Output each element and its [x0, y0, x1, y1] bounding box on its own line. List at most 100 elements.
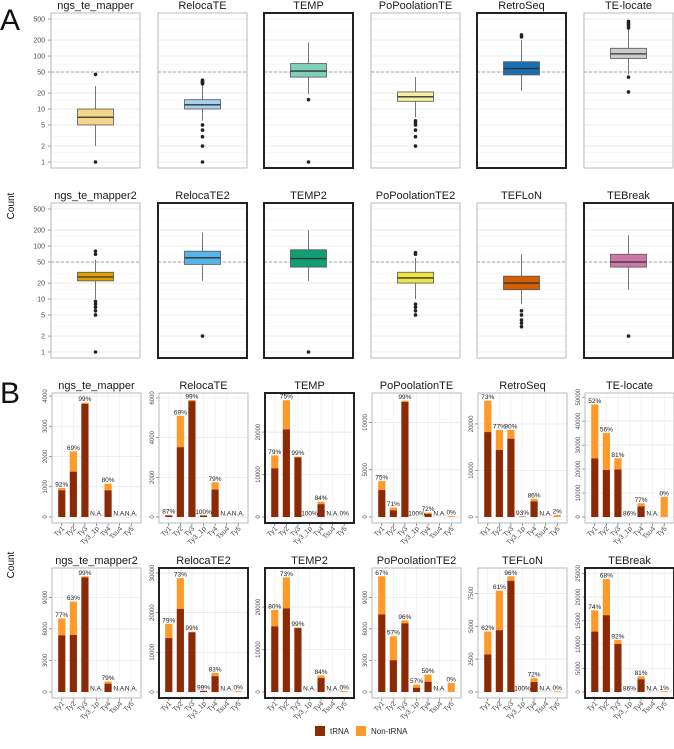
- bar-trna: [603, 470, 610, 517]
- boxplot-panel: RelocaTE2: [158, 190, 247, 358]
- bar-trna: [507, 581, 514, 692]
- y-tick-label: 0: [576, 690, 582, 694]
- y-tick-label: 20: [37, 91, 45, 98]
- panel-title: TE-locate: [606, 380, 653, 392]
- x-tick-label: Ty5: [549, 525, 562, 538]
- outlier-point: [520, 33, 524, 37]
- bar-percent-label: N.A.: [539, 686, 552, 693]
- bar-percent-label: 69%: [174, 409, 187, 416]
- panel-title: PoPoolationTE: [379, 0, 452, 12]
- y-tick-label: 0: [256, 515, 262, 519]
- y-tick-label: 0: [256, 690, 262, 694]
- y-tick-label: 6000: [363, 622, 369, 636]
- x-tick-label: Ty5: [123, 525, 136, 538]
- bar-percent-label: 90%: [504, 423, 517, 430]
- bar-percent-label: 80%: [102, 477, 115, 484]
- y-tick-label: 1: [41, 160, 45, 167]
- y-tick-label: 100: [33, 54, 45, 61]
- y-axis-label-a: Count: [6, 192, 17, 219]
- boxplot-panel: TEBreak: [584, 190, 673, 358]
- bar-percent-label: 87%: [162, 509, 175, 516]
- y-tick-label: 10000: [576, 636, 582, 653]
- bar-percent-label: N.A.: [125, 686, 138, 693]
- bar-trna: [294, 628, 301, 692]
- x-tick-label: Ty2: [385, 700, 398, 713]
- bar-non-trna: [496, 591, 503, 630]
- bar-non-trna: [424, 675, 431, 682]
- y-tick-label: 15000: [576, 612, 582, 629]
- bar-non-trna: [448, 683, 455, 692]
- bar-percent-label: N.A.: [433, 686, 446, 693]
- y-tick-label: 2: [41, 334, 45, 341]
- outlier-point: [94, 313, 98, 317]
- y-tick-label: 6000: [43, 622, 49, 636]
- y-tick-label: 5: [41, 312, 45, 319]
- panel-title: RelocaTE: [179, 380, 227, 392]
- outlier-point: [201, 123, 205, 127]
- bar-trna: [603, 615, 610, 692]
- y-tick-label: 30000: [576, 436, 582, 453]
- y-tick-label: 2: [41, 144, 45, 151]
- bar-trna: [401, 623, 408, 692]
- boxplot-panel: TEMP2: [264, 190, 353, 358]
- x-tick-label: Ty5: [656, 525, 669, 538]
- bar-trna: [271, 468, 278, 517]
- bar-percent-label: 86%: [623, 686, 636, 693]
- bar-percent-label: N.A.: [433, 511, 446, 518]
- panel-title: ngs_te_mapper: [57, 0, 134, 12]
- panel-title: PoPoolationTE: [380, 380, 453, 392]
- outlier-point: [94, 300, 98, 304]
- y-tick-label: 0: [150, 515, 156, 519]
- bar-percent-label: 93%: [516, 510, 529, 517]
- x-tick-label: Ty5: [230, 700, 243, 713]
- y-tick-label: 2500: [469, 652, 475, 666]
- boxplot-panel: RelocaTE: [158, 0, 247, 168]
- bar-percent-label: N.A.: [303, 686, 316, 693]
- bar-percent-label: 86%: [623, 511, 636, 518]
- x-tick-label: Ty2: [491, 700, 504, 713]
- x-tick-label: Ty5: [443, 525, 456, 538]
- bar-percent-label: 57%: [410, 678, 423, 685]
- y-tick-label: 0: [43, 515, 49, 519]
- bar-trna: [507, 439, 514, 517]
- bar-trna: [378, 614, 385, 692]
- x-tick-label: Ty2: [278, 525, 291, 538]
- bar-percent-label: 0%: [340, 511, 350, 518]
- y-tick-label: 0: [363, 690, 369, 694]
- y-tick-label: 5000: [363, 462, 369, 476]
- bar-percent-label: N.A.: [90, 511, 103, 518]
- bar-percent-label: 79%: [162, 617, 175, 624]
- y-tick-label: 20: [37, 281, 45, 288]
- bar-trna: [81, 577, 88, 692]
- bar-trna: [58, 635, 65, 692]
- bar-non-trna: [283, 577, 290, 608]
- bar-trna: [496, 450, 503, 517]
- panel-title: RelocaTE: [178, 0, 226, 12]
- y-tick-label: 6000: [150, 391, 156, 405]
- bar-percent-label: 73%: [174, 572, 187, 579]
- y-tick-label: 20000: [150, 604, 156, 621]
- bar-trna: [614, 469, 621, 517]
- bar-trna: [294, 457, 301, 517]
- bar-percent-label: 79%: [268, 449, 281, 456]
- bar-percent-label: 0%: [447, 510, 457, 517]
- bar-non-trna: [177, 578, 184, 609]
- bar-percent-label: 0%: [447, 677, 457, 684]
- bar-percent-label: 77%: [55, 612, 68, 619]
- bar-panel: PoPoolationTE2030006000900067%Ty157%Ty29…: [363, 555, 461, 722]
- bar-non-trna: [507, 576, 514, 581]
- panel-title: ngs_te_mapper: [58, 380, 135, 392]
- bar-trna: [484, 654, 491, 692]
- y-tick-label: 500: [33, 17, 45, 24]
- bar-percent-label: 73%: [481, 394, 494, 401]
- panel-title: TEFLoN: [502, 555, 543, 567]
- x-tick-label: Ty5: [443, 700, 456, 713]
- y-tick-label: 3000: [43, 419, 49, 433]
- y-tick-label: 10000: [363, 413, 369, 430]
- outlier-point: [307, 350, 311, 354]
- bar-non-trna: [378, 576, 385, 614]
- x-tick-label: Ty2: [172, 525, 185, 538]
- panel-title: TEMP2: [291, 555, 328, 567]
